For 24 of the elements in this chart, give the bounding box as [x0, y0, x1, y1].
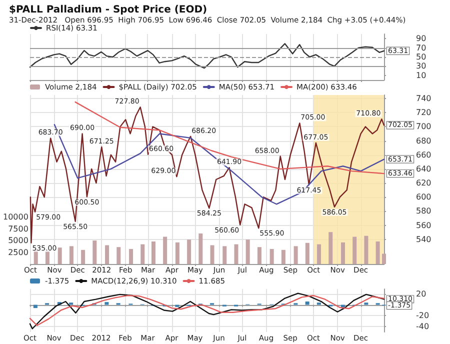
y2-tick-label: 7500 — [8, 224, 28, 234]
y-tick-label: 600 — [416, 192, 432, 202]
y-tick-label: 740 — [416, 94, 432, 104]
y-tick-label: 540 — [416, 234, 432, 244]
y-tick-label: -40 — [416, 322, 430, 332]
y-tick-label: -20 — [416, 311, 430, 320]
y2-tick-label: 2500 — [8, 248, 28, 257]
y-tick-label: 620 — [416, 178, 432, 188]
y-tick-label: 30 — [416, 62, 426, 71]
y-tick-label: 720 — [416, 108, 432, 118]
y2-tick-label: 5000 — [8, 236, 28, 246]
y-tick-label: 680 — [416, 136, 432, 146]
y-tick-label: 50 — [416, 52, 426, 62]
y-tick-label: 700 — [416, 122, 432, 132]
y-tick-label: 20 — [416, 289, 426, 298]
chart-title: $PALL Palladium - Spot Price (EOD) — [9, 4, 208, 16]
y-tick-label: 580 — [416, 206, 432, 216]
y-tick-label: 640 — [416, 164, 432, 174]
y-tick-label: 90 — [416, 34, 426, 44]
y2-tick-label: 10000 — [2, 212, 28, 222]
y-tick-label: 560 — [416, 220, 432, 230]
y-tick-label: 70 — [416, 43, 426, 52]
y-tick-label: 10 — [416, 70, 426, 80]
y-tick-label: 660 — [416, 150, 432, 160]
